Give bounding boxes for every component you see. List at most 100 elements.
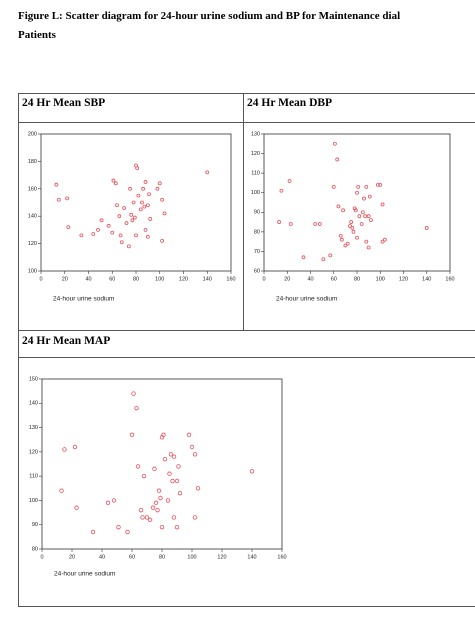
point xyxy=(170,478,175,484)
point xyxy=(345,241,350,246)
point xyxy=(205,170,210,175)
point xyxy=(336,204,341,209)
point xyxy=(331,184,336,189)
point xyxy=(341,208,345,213)
y-tick-label: 150 xyxy=(29,376,38,382)
point xyxy=(321,257,326,262)
x-tick-label: 140 xyxy=(247,554,256,560)
x-tick-label: 0 xyxy=(262,276,265,282)
point xyxy=(360,210,365,215)
y-tick-label: 100 xyxy=(251,190,260,196)
point xyxy=(117,214,122,219)
point xyxy=(357,214,362,219)
x-tick-label: 120 xyxy=(399,276,408,282)
point xyxy=(317,222,322,226)
x-tick-label: 20 xyxy=(284,276,290,282)
point xyxy=(367,194,372,199)
point xyxy=(162,211,167,216)
point xyxy=(161,432,166,438)
point xyxy=(249,469,255,474)
point xyxy=(148,217,153,221)
point xyxy=(328,253,333,258)
point xyxy=(72,444,78,450)
point xyxy=(135,464,141,469)
point xyxy=(378,182,383,187)
point xyxy=(192,515,198,520)
y-tick-label: 80 xyxy=(254,229,260,235)
point xyxy=(141,186,146,191)
cell-header: 24 Hr Mean MAP xyxy=(22,335,111,347)
point xyxy=(160,238,165,243)
point xyxy=(113,181,118,186)
point xyxy=(111,498,117,503)
y-tick-label: 60 xyxy=(254,268,260,274)
plot-frame xyxy=(41,378,283,550)
x-tick-label: 80 xyxy=(159,554,165,560)
point xyxy=(176,464,181,469)
point xyxy=(144,515,150,520)
point xyxy=(168,452,174,457)
point xyxy=(116,524,121,530)
point xyxy=(140,515,145,520)
point xyxy=(348,224,352,228)
y-tick-label: 90 xyxy=(254,210,260,216)
x-tick-label: 140 xyxy=(203,276,212,282)
point xyxy=(159,524,165,530)
point xyxy=(279,188,284,193)
point xyxy=(186,432,192,438)
point xyxy=(167,471,172,476)
x-tick-label: 0 xyxy=(40,554,43,560)
point xyxy=(189,444,195,450)
x-tick-label: 20 xyxy=(69,554,75,560)
point xyxy=(424,226,429,230)
x-tick-label: 40 xyxy=(307,276,313,282)
point xyxy=(158,495,163,501)
y-tick-label: 120 xyxy=(29,449,38,455)
point xyxy=(171,454,177,459)
x-tick-label: 160 xyxy=(277,554,286,560)
point xyxy=(333,141,337,146)
x-tick-label: 120 xyxy=(179,276,188,282)
y-tick-label: 70 xyxy=(254,249,260,255)
y-tick-label: 160 xyxy=(28,186,37,192)
point xyxy=(96,228,100,232)
chart: 100 120 140 160 180 200 0 20 40 60 80 100 120 140 160 2… xyxy=(28,131,236,302)
point xyxy=(369,218,373,223)
point xyxy=(355,190,359,195)
y-tick-label: 90 xyxy=(32,522,38,528)
x-tick-label: 140 xyxy=(422,276,431,282)
point xyxy=(364,239,369,244)
point xyxy=(141,473,147,479)
point xyxy=(122,206,127,210)
x-axis-label: 24-hour urine sodium xyxy=(54,571,115,578)
point xyxy=(174,478,180,484)
y-tick-label: 100 xyxy=(28,268,37,274)
point xyxy=(155,186,160,191)
point xyxy=(162,456,168,462)
point xyxy=(125,529,130,535)
point xyxy=(288,222,293,226)
y-tick-label: 80 xyxy=(32,546,38,552)
point xyxy=(129,432,135,438)
point xyxy=(287,179,292,183)
y-tick-label: 110 xyxy=(29,474,38,480)
point xyxy=(380,202,385,207)
point xyxy=(110,230,115,235)
x-tick-label: 60 xyxy=(331,276,337,282)
point xyxy=(134,405,139,411)
point xyxy=(160,197,165,202)
point xyxy=(364,184,369,189)
y-tick-label: 110 xyxy=(251,171,260,177)
point xyxy=(124,221,129,225)
figure-title: Figure L: Scatter diagram for 24-hour ur… xyxy=(18,10,401,22)
x-tick-label: 40 xyxy=(85,276,91,282)
point xyxy=(165,498,171,503)
point xyxy=(339,237,344,242)
plot-frame xyxy=(263,133,451,272)
point xyxy=(335,157,340,162)
point xyxy=(153,500,159,506)
figure-title: Patients xyxy=(18,29,56,41)
point xyxy=(91,232,96,236)
y-tick-label: 180 xyxy=(28,159,37,165)
point xyxy=(66,225,71,230)
